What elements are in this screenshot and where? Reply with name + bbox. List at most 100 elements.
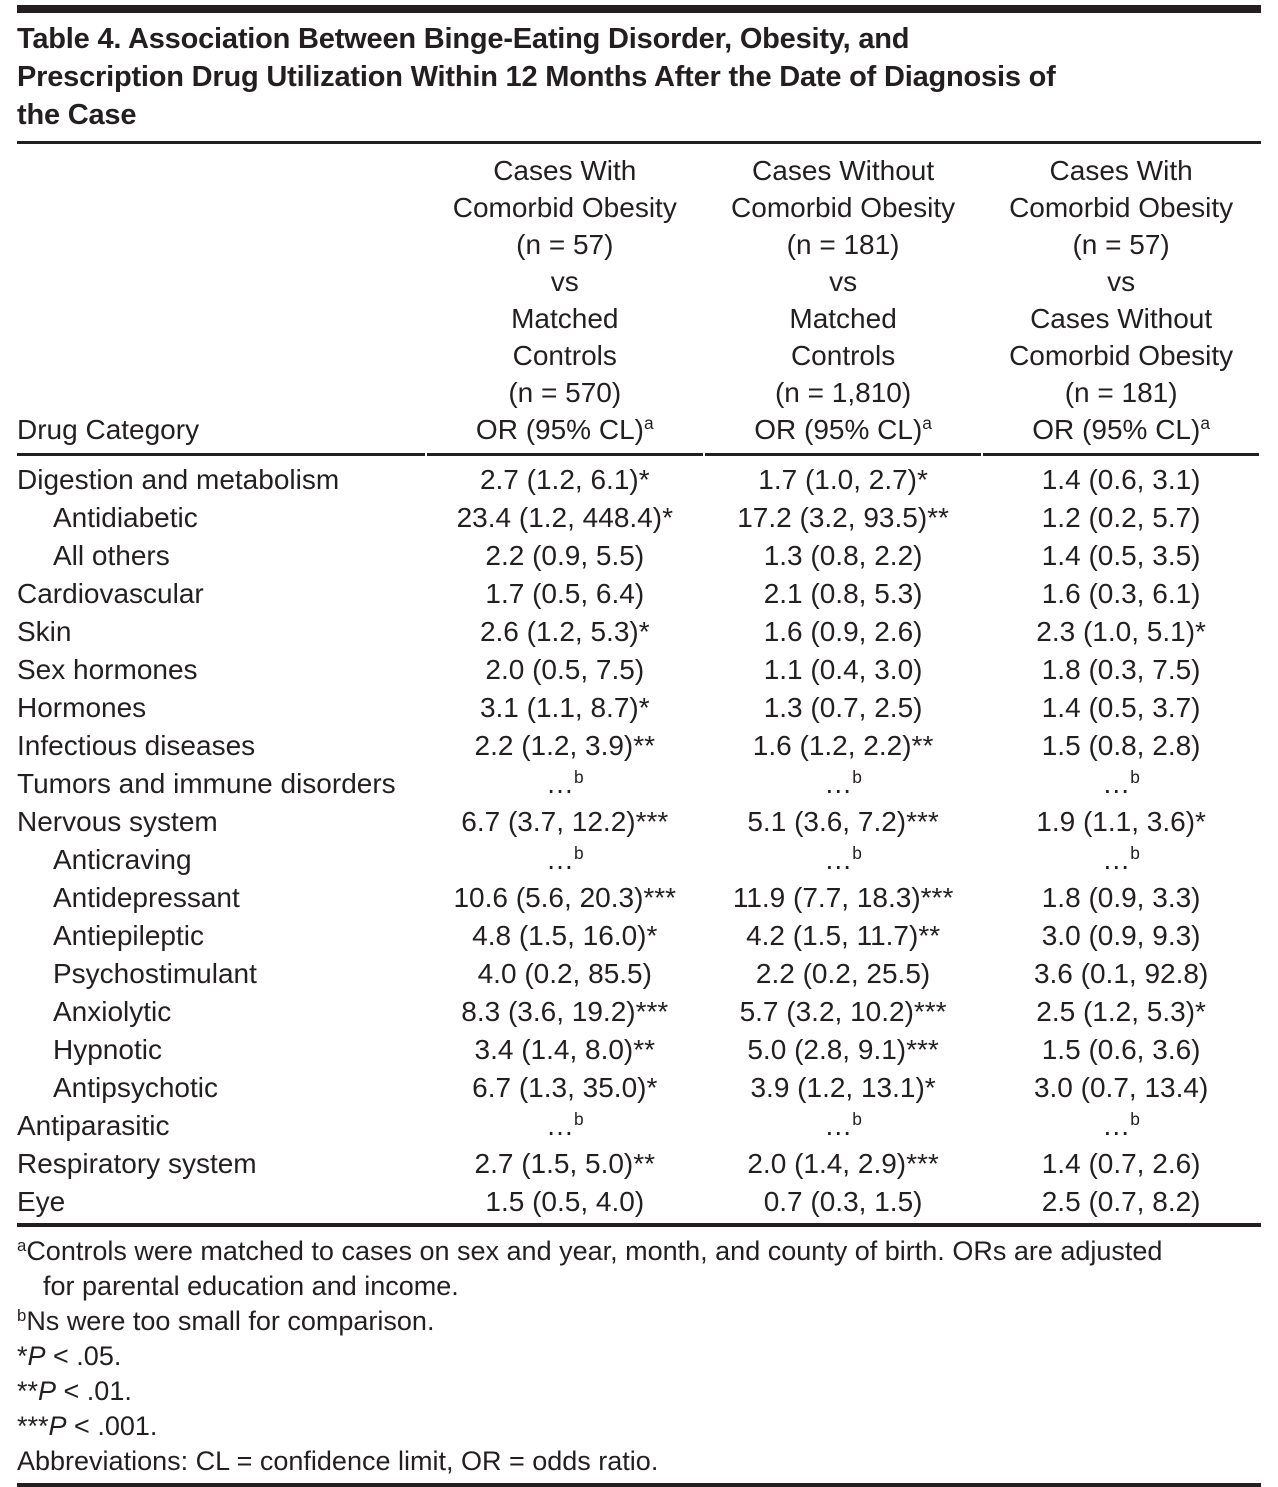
drug-table: Drug Category Cases With Comorbid Obesity…: [15, 144, 1261, 1221]
footnote-marker: a: [922, 413, 932, 434]
column-header-line: Comorbid Obesity: [452, 192, 677, 223]
column-header-line: Matched: [511, 303, 619, 334]
bottom-divider: [17, 1483, 1261, 1487]
or-value-cell: 2.7 (1.2, 6.1)*: [479, 464, 650, 495]
footnote-marker: b: [573, 1109, 584, 1130]
footnote-marker: b: [573, 843, 584, 864]
abbreviations-note: Abbreviations: CL = confidence limit, OR…: [17, 1446, 659, 1476]
or-value-cell: …b: [545, 1109, 584, 1141]
p-symbol: P: [48, 1411, 67, 1441]
column-header-line: Matched: [789, 303, 897, 334]
or-value-cell: 23.4 (1.2, 448.4)*: [456, 502, 673, 533]
p-threshold: < .01.: [56, 1376, 132, 1406]
table-row: Antidepressant 10.6 (5.6, 20.3)*** 11.9 (7…: [17, 879, 1259, 917]
drug-category-cell: Respiratory system: [17, 1148, 257, 1179]
or-value-cell: 3.0 (0.9, 9.3): [1041, 920, 1201, 951]
table-body: Digestion and metabolism 2.7 (1.2, 6.1)* 1…: [17, 456, 1259, 1221]
table-row: Sex hormones 2.0 (0.5, 7.5) 1.1 (0.4, 3.0)…: [17, 651, 1259, 689]
table-row: Respiratory system 2.7 (1.5, 5.0)** 2.0 (1…: [17, 1145, 1259, 1183]
table-bottom-divider: [17, 1223, 1261, 1227]
or-value-cell: 1.8 (0.9, 3.3): [1041, 882, 1201, 913]
drug-category-cell: Eye: [17, 1186, 66, 1217]
drug-category-cell: Infectious diseases: [17, 730, 256, 761]
or-value-cell: 1.3 (0.7, 2.5): [763, 692, 923, 723]
table-row: All others 2.2 (0.9, 5.5) 1.3 (0.8, 2.2) 1.…: [17, 537, 1259, 575]
drug-category-header: Drug Category: [17, 144, 425, 456]
or-value-cell: 2.2 (0.2, 25.5): [755, 958, 931, 989]
table-row: Psychostimulant 4.0 (0.2, 85.5) 2.2 (0.2, …: [17, 955, 1259, 993]
or-value-cell: 2.7 (1.5, 5.0)**: [474, 1148, 656, 1179]
or-value-cell: 1.2 (0.2, 5.7): [1041, 502, 1201, 533]
table-row: Antidiabetic 23.4 (1.2, 448.4)* 17.2 (3.2,…: [17, 499, 1259, 537]
or-value-cell: 4.0 (0.2, 85.5): [477, 958, 652, 989]
significance-stars: *: [17, 1341, 28, 1371]
or-value-cell: 1.5 (0.8, 2.8): [1041, 730, 1201, 761]
or-value-cell: …b: [1102, 1109, 1140, 1141]
or-value-cell: …b: [545, 767, 584, 799]
table-row: Antipsychotic 6.7 (1.3, 35.0)* 3.9 (1.2, 1…: [17, 1069, 1259, 1107]
column-header-line: Cases Without: [752, 155, 935, 186]
comparison-column-header: Cases Without Comorbid Obesity (n = 181) vs…: [704, 144, 982, 456]
or-value-cell: 1.1 (0.4, 3.0): [763, 654, 923, 685]
column-header-line: Cases With: [493, 155, 637, 186]
table-row: Eye 1.5 (0.5, 4.0) 0.7 (0.3, 1.5) 2.5 (0.7,…: [17, 1183, 1259, 1221]
or-value-cell: 3.6 (0.1, 92.8): [1033, 958, 1209, 989]
drug-category-cell: Antidiabetic: [53, 502, 198, 533]
or-value-cell: 6.7 (1.3, 35.0)*: [472, 1072, 658, 1103]
or-value-cell: 17.2 (3.2, 93.5)**: [737, 502, 949, 533]
or-value-cell: 5.7 (3.2, 10.2)***: [739, 996, 947, 1027]
table-title-line: Prescription Drug Utilization Within 12 …: [17, 61, 1056, 93]
column-header-line: Cases With: [1049, 155, 1193, 186]
or-value-cell: 2.0 (1.4, 2.9)***: [747, 1148, 939, 1179]
drug-category-cell: Nervous system: [17, 806, 218, 837]
or-value-cell: 1.5 (0.5, 4.0): [485, 1186, 645, 1217]
or-value-cell: 1.6 (0.3, 6.1): [1041, 578, 1201, 609]
or-value-cell: 8.3 (3.6, 19.2)***: [461, 996, 669, 1027]
footnote-marker: b: [1130, 843, 1140, 864]
or-value-cell: 1.7 (1.0, 2.7)*: [758, 464, 928, 495]
p-symbol: P: [38, 1376, 57, 1406]
or-value-cell: 3.1 (1.1, 8.7)*: [479, 692, 650, 723]
column-header-line: vs: [829, 266, 858, 297]
column-header-line: (n = 181): [786, 229, 900, 260]
column-header-line: Comorbid Obesity: [731, 192, 956, 223]
drug-category-cell: Antipsychotic: [53, 1072, 218, 1103]
drug-category-cell: Cardiovascular: [17, 578, 204, 609]
comparison-column-header: Cases With Comorbid Obesity (n = 57) vs Matc…: [426, 144, 703, 456]
or-column-label: OR (95% CL)a: [475, 413, 654, 445]
or-value-cell: 1.6 (0.9, 2.6): [763, 616, 923, 647]
footnote-b: bNs were too small for comparison.: [17, 1304, 1261, 1339]
top-rule: [17, 5, 1261, 13]
or-value-cell: 11.9 (7.7, 18.3)***: [732, 882, 954, 913]
or-value-cell: 6.7 (3.7, 12.2)***: [461, 806, 669, 837]
footnote-marker: a: [643, 413, 654, 434]
table-title-line: the Case: [17, 99, 137, 131]
footnote-a: aControls were matched to cases on sex a…: [17, 1234, 1261, 1269]
table-row: Cardiovascular 1.7 (0.5, 6.4) 2.1 (0.8, 5.…: [17, 575, 1259, 613]
drug-category-cell: All others: [53, 540, 170, 571]
table-row: Skin 2.6 (1.2, 5.3)* 1.6 (0.9, 2.6) 2.3 (1.…: [17, 613, 1259, 651]
footnote-p01: **P < .01.: [17, 1374, 1261, 1409]
drug-category-cell: Hormones: [17, 692, 147, 723]
or-value-cell: 1.6 (1.2, 2.2)**: [752, 730, 934, 761]
column-header-line: (n = 57): [1072, 229, 1170, 260]
or-value-cell: 10.6 (5.6, 20.3)***: [453, 882, 677, 913]
significance-stars: **: [17, 1376, 39, 1406]
column-header-line: Comorbid Obesity: [1009, 192, 1234, 223]
header-row: Drug Category Cases With Comorbid Obesity…: [17, 144, 1259, 456]
or-value-cell: 4.2 (1.5, 11.7)**: [746, 920, 941, 951]
drug-category-cell: Psychostimulant: [53, 958, 257, 989]
table-row: Anticraving …b …b …b: [17, 841, 1259, 879]
footnote-a-marker: a: [17, 1235, 27, 1255]
or-value-cell: 2.1 (0.8, 5.3): [763, 578, 923, 609]
or-value-cell: 4.8 (1.5, 16.0)*: [472, 920, 658, 951]
or-value-cell: 2.3 (1.0, 5.1)*: [1036, 616, 1206, 647]
drug-category-cell: Anticraving: [53, 844, 192, 875]
drug-category-cell: Antiepileptic: [53, 920, 204, 951]
table-title-line: Table 4. Association Between Binge-Eatin…: [17, 23, 910, 55]
comparison-column-header: Cases With Comorbid Obesity (n = 57) vs Case…: [983, 144, 1259, 456]
p-threshold: < .05.: [45, 1341, 122, 1371]
or-value-cell: …b: [1102, 843, 1140, 875]
or-value-cell: …b: [824, 843, 862, 875]
